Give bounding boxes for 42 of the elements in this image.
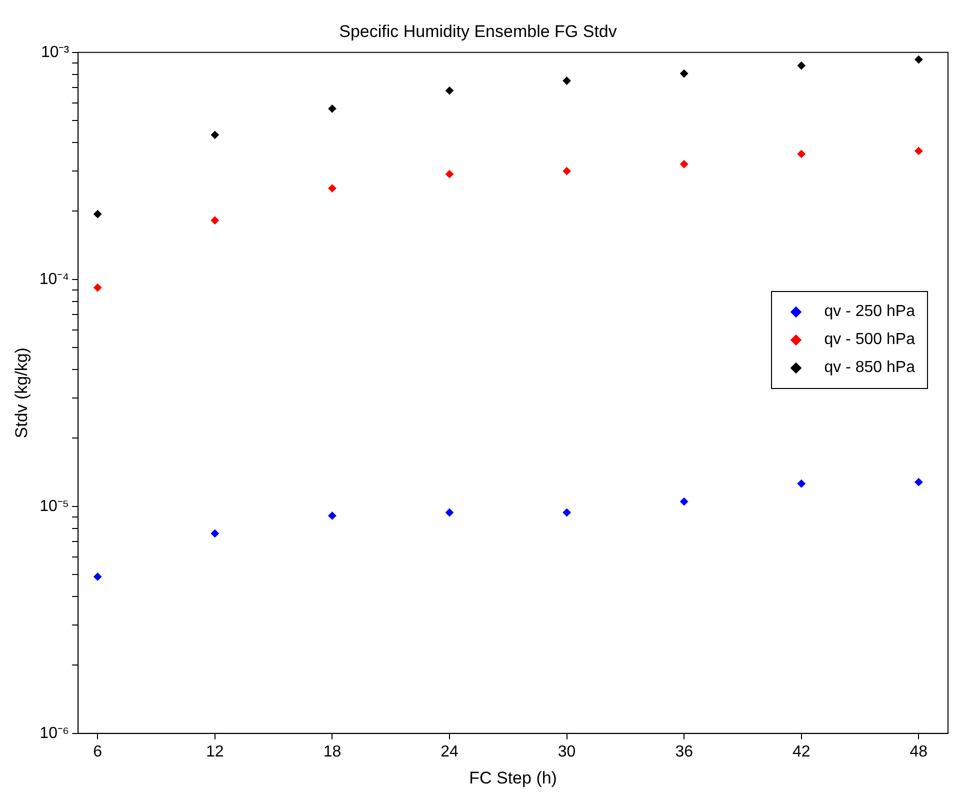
x-tick-label: 6 [93, 743, 102, 760]
point [328, 184, 336, 192]
x-tick-label: 30 [558, 743, 576, 760]
y-tick-label: 10⁻⁶ [40, 724, 70, 742]
point [210, 216, 219, 224]
y-tick-label: 10⁻⁴ [39, 270, 70, 288]
point [446, 86, 454, 95]
point [680, 498, 688, 506]
point [680, 70, 688, 78]
chart-title: Specific Humidity Ensemble FG Stdv [339, 22, 618, 41]
point [210, 130, 219, 139]
x-tick-label: 36 [675, 743, 694, 760]
point [797, 480, 806, 488]
x-tick-label: 24 [440, 743, 458, 760]
point [562, 76, 571, 85]
y-axis-title: Stdv (kg/kg) [12, 348, 31, 438]
legend-label: qv - 500 hPa [824, 330, 915, 349]
point [446, 170, 454, 178]
point [94, 284, 102, 292]
point [328, 104, 336, 113]
point [94, 210, 102, 218]
x-tick-label: 12 [206, 743, 224, 760]
point [914, 146, 923, 155]
point [797, 62, 806, 70]
point [562, 167, 571, 176]
point [797, 150, 806, 158]
y-tick-label: 10⁻³ [40, 44, 70, 61]
x-axis-title: FC Step (h) [469, 768, 557, 788]
point [680, 160, 688, 168]
point [914, 56, 923, 64]
legend-label: qv - 250 hPa [824, 302, 915, 321]
point [94, 572, 102, 581]
point [914, 478, 923, 486]
point [446, 508, 454, 516]
x-tick-label: 48 [910, 743, 928, 760]
y-tick-label: 10⁻⁵ [40, 498, 70, 515]
point [562, 508, 571, 516]
x-tick-label: 42 [792, 743, 810, 760]
point [328, 512, 336, 520]
x-tick-label: 18 [323, 743, 342, 760]
legend-label: qv - 850 hPa [824, 358, 915, 377]
point [210, 529, 219, 538]
